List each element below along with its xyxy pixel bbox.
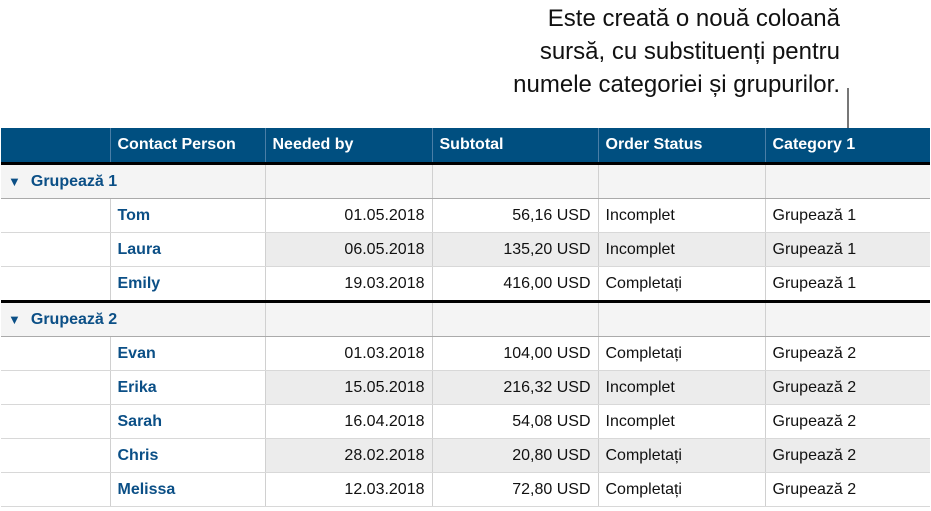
subtotal-cell[interactable]: 56,16 USD <box>431 198 598 233</box>
row-blank-cell <box>1 404 110 439</box>
table-row[interactable]: Chris 28.02.2018 20,80 USD Completați Gr… <box>1 438 930 473</box>
order-status-cell[interactable]: Completați <box>597 266 765 303</box>
callout-text: Este creată o nouă coloană sursă, cu sub… <box>513 5 840 98</box>
row-blank-cell <box>1 266 110 303</box>
column-header-category-1[interactable]: Category 1 <box>764 128 930 165</box>
category-cell[interactable]: Grupează 2 <box>764 370 930 405</box>
subtotal-cell[interactable]: 20,80 USD <box>431 438 598 473</box>
category-cell[interactable]: Grupează 1 <box>764 232 930 267</box>
category-cell[interactable]: Grupează 2 <box>764 336 930 371</box>
needed-by-cell[interactable]: 01.03.2018 <box>264 336 432 371</box>
contact-person-cell[interactable]: Laura <box>109 232 265 267</box>
order-status-cell[interactable]: Incomplet <box>597 404 765 439</box>
table-row[interactable]: Tom 01.05.2018 56,16 USD Incomplet Grupe… <box>1 198 930 233</box>
group-label[interactable]: ▼ Grupează 2 <box>1 301 265 337</box>
needed-by-cell[interactable]: 12.03.2018 <box>264 472 432 507</box>
contact-person-cell[interactable]: Erika <box>109 370 265 405</box>
triangle-down-icon[interactable]: ▼ <box>8 173 21 189</box>
order-status-cell[interactable]: Completați <box>597 438 765 473</box>
column-header-blank[interactable] <box>1 128 110 165</box>
needed-by-cell[interactable]: 06.05.2018 <box>264 232 432 267</box>
column-header-needed-by[interactable]: Needed by <box>264 128 432 165</box>
contact-person-cell[interactable]: Chris <box>109 438 265 473</box>
contact-person-cell[interactable]: Tom <box>109 198 265 233</box>
table-row[interactable]: Evan 01.03.2018 104,00 USD Completați Gr… <box>1 336 930 371</box>
table-row[interactable]: Emily 19.03.2018 416,00 USD Completați G… <box>1 266 930 303</box>
table-row[interactable]: Erika 15.05.2018 216,32 USD Incomplet Gr… <box>1 370 930 405</box>
contact-person-cell[interactable]: Emily <box>109 266 265 303</box>
needed-by-cell[interactable]: 01.05.2018 <box>264 198 432 233</box>
row-blank-cell <box>1 232 110 267</box>
subtotal-cell[interactable]: 216,32 USD <box>431 370 598 405</box>
category-cell[interactable]: Grupează 2 <box>764 438 930 473</box>
needed-by-cell[interactable]: 16.04.2018 <box>264 404 432 439</box>
subtotal-cell[interactable]: 416,00 USD <box>431 266 598 303</box>
triangle-down-icon[interactable]: ▼ <box>8 311 21 327</box>
table-row[interactable]: Laura 06.05.2018 135,20 USD Incomplet Gr… <box>1 232 930 267</box>
needed-by-cell[interactable]: 15.05.2018 <box>264 370 432 405</box>
order-status-cell[interactable]: Completați <box>597 472 765 507</box>
contact-person-cell[interactable]: Evan <box>109 336 265 371</box>
row-blank-cell <box>1 370 110 405</box>
contact-person-cell[interactable]: Melissa <box>109 472 265 507</box>
group-row[interactable]: ▼ Grupează 1 <box>1 163 930 199</box>
category-cell[interactable]: Grupează 1 <box>764 198 930 233</box>
callout-leader-line <box>847 88 849 128</box>
column-header-subtotal[interactable]: Subtotal <box>431 128 598 165</box>
group-row[interactable]: ▼ Grupează 2 <box>1 301 930 337</box>
row-blank-cell <box>1 438 110 473</box>
order-status-cell[interactable]: Incomplet <box>597 370 765 405</box>
row-blank-cell <box>1 336 110 371</box>
order-status-cell[interactable]: Incomplet <box>597 198 765 233</box>
subtotal-cell[interactable]: 135,20 USD <box>431 232 598 267</box>
column-header-order-status[interactable]: Order Status <box>597 128 765 165</box>
subtotal-cell[interactable]: 54,08 USD <box>431 404 598 439</box>
category-cell[interactable]: Grupează 1 <box>764 266 930 303</box>
table-row[interactable]: Melissa 12.03.2018 72,80 USD Completați … <box>1 472 930 507</box>
category-cell[interactable]: Grupează 2 <box>764 404 930 439</box>
subtotal-cell[interactable]: 104,00 USD <box>431 336 598 371</box>
data-table: Contact Person Needed by Subtotal Order … <box>1 128 930 507</box>
contact-person-cell[interactable]: Sarah <box>109 404 265 439</box>
column-header-contact-person[interactable]: Contact Person <box>109 128 265 165</box>
needed-by-cell[interactable]: 28.02.2018 <box>264 438 432 473</box>
group-label[interactable]: ▼ Grupează 1 <box>1 163 265 199</box>
category-cell[interactable]: Grupează 2 <box>764 472 930 507</box>
row-blank-cell <box>1 472 110 507</box>
table-row[interactable]: Sarah 16.04.2018 54,08 USD Incomplet Gru… <box>1 404 930 439</box>
subtotal-cell[interactable]: 72,80 USD <box>431 472 598 507</box>
needed-by-cell[interactable]: 19.03.2018 <box>264 266 432 303</box>
row-blank-cell <box>1 198 110 233</box>
order-status-cell[interactable]: Incomplet <box>597 232 765 267</box>
order-status-cell[interactable]: Completați <box>597 336 765 371</box>
header-row: Contact Person Needed by Subtotal Order … <box>1 128 930 165</box>
